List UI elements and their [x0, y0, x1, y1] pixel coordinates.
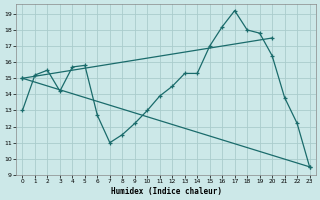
X-axis label: Humidex (Indice chaleur): Humidex (Indice chaleur)	[110, 187, 221, 196]
